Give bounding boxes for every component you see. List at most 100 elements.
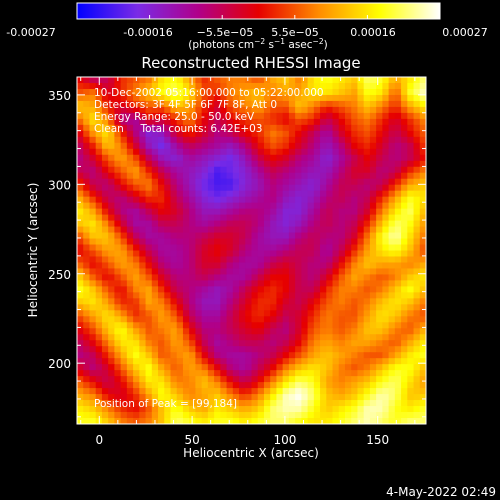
- heatmap-cell: [201, 130, 209, 138]
- heatmap-cell: [382, 178, 390, 186]
- heatmap-cell: [251, 184, 259, 192]
- heatmap-cell: [251, 292, 259, 299]
- heatmap-cell: [407, 190, 415, 198]
- heatmap-cell: [108, 382, 115, 389]
- heatmap-cell: [182, 142, 190, 150]
- heatmap-cell: [394, 77, 402, 84]
- heatmap-cell: [413, 106, 421, 114]
- heatmap-cell: [226, 268, 234, 276]
- heatmap-cell: [282, 160, 290, 168]
- heatmap-cell: [282, 316, 290, 323]
- heatmap-cell: [95, 316, 103, 323]
- heatmap-cell: [369, 136, 377, 144]
- heatmap-cell: [170, 82, 178, 90]
- heatmap-cell: [394, 280, 402, 287]
- heatmap-cell: [114, 400, 122, 407]
- heatmap-cell: [220, 250, 228, 258]
- heatmap-cell: [369, 400, 377, 407]
- heatmap-cell: [189, 118, 197, 126]
- heatmap-cell: [301, 352, 309, 359]
- heatmap-cell: [419, 388, 426, 395]
- heatmap-cell: [89, 112, 97, 120]
- heatmap-cell: [295, 334, 302, 341]
- heatmap-cell: [419, 136, 426, 144]
- heatmap-cell: [332, 112, 340, 120]
- heatmap-cell: [357, 124, 365, 132]
- heatmap-cell: [101, 208, 109, 216]
- heatmap-cell: [164, 148, 172, 156]
- heatmap-cell: [214, 172, 221, 180]
- heatmap-cell: [139, 77, 147, 84]
- heatmap-cell: [101, 77, 109, 84]
- heatmap-cell: [338, 136, 346, 144]
- heatmap-cell: [394, 256, 402, 264]
- heatmap-cell: [351, 94, 359, 102]
- heatmap-cell: [313, 406, 321, 413]
- heatmap-cell: [376, 100, 383, 108]
- heatmap-cell: [226, 166, 234, 174]
- heatmap-cell: [382, 166, 390, 174]
- heatmap-cell: [401, 418, 408, 424]
- heatmap-cell: [232, 220, 240, 228]
- heatmap-cell: [114, 262, 122, 270]
- heatmap-cell: [145, 364, 153, 371]
- heatmap-cell: [139, 106, 147, 114]
- heatmap-cell: [320, 328, 327, 335]
- heatmap-cell: [108, 77, 115, 84]
- heatmap-cell: [270, 82, 278, 90]
- heatmap-cell: [401, 316, 408, 323]
- heatmap-cell: [301, 154, 309, 162]
- heatmap-cell: [270, 328, 278, 335]
- heatmap-cell: [301, 196, 309, 204]
- heatmap-cell: [270, 118, 278, 126]
- heatmap-cell: [239, 160, 246, 168]
- heatmap-cell: [176, 352, 184, 359]
- heatmap-cell: [320, 220, 327, 228]
- heatmap-cell: [388, 280, 396, 287]
- heatmap-cell: [226, 322, 234, 329]
- heatmap-cell: [120, 370, 128, 377]
- heatmap-cell: [251, 334, 259, 341]
- heatmap-cell: [114, 226, 122, 234]
- chart-title: Reconstructed RHESSI Image: [141, 54, 360, 72]
- heatmap-cell: [388, 118, 396, 126]
- heatmap-cell: [276, 280, 284, 287]
- heatmap-cell: [158, 112, 165, 120]
- heatmap-cell: [170, 130, 178, 138]
- heatmap-cell: [307, 118, 315, 126]
- heatmap-cell: [332, 118, 340, 126]
- heatmap-cell: [320, 370, 327, 377]
- heatmap-cell: [164, 334, 172, 341]
- heatmap-cell: [139, 166, 147, 174]
- heatmap-cell: [288, 418, 296, 424]
- heatmap-cell: [158, 310, 165, 317]
- heatmap-cell: [307, 418, 315, 424]
- heatmap-cell: [263, 100, 271, 108]
- heatmap-cell: [363, 226, 371, 234]
- heatmap-cell: [195, 232, 203, 240]
- heatmap-cell: [226, 136, 234, 144]
- heatmap-cell: [295, 106, 302, 114]
- heatmap-cell: [120, 418, 128, 424]
- heatmap-cell: [245, 292, 253, 299]
- heatmap-cell: [288, 358, 296, 365]
- heatmap-cell: [270, 268, 278, 276]
- heatmap-cell: [89, 346, 97, 353]
- heatmap-cell: [89, 406, 97, 413]
- heatmap-cell: [133, 400, 140, 407]
- heatmap-cell: [108, 364, 115, 371]
- heatmap-cell: [301, 208, 309, 216]
- heatmap-cell: [89, 418, 97, 424]
- heatmap-cell: [307, 154, 315, 162]
- heatmap-cell: [207, 322, 215, 329]
- heatmap-cell: [189, 364, 197, 371]
- heatmap-cell: [382, 256, 390, 264]
- heatmap-cell: [382, 328, 390, 335]
- heatmap-cell: [164, 172, 172, 180]
- heatmap-cell: [276, 77, 284, 84]
- heatmap-cell: [189, 382, 197, 389]
- heatmap-cell: [307, 394, 315, 401]
- heatmap-cell: [101, 106, 109, 114]
- heatmap-cell: [363, 292, 371, 299]
- heatmap-cell: [151, 262, 159, 270]
